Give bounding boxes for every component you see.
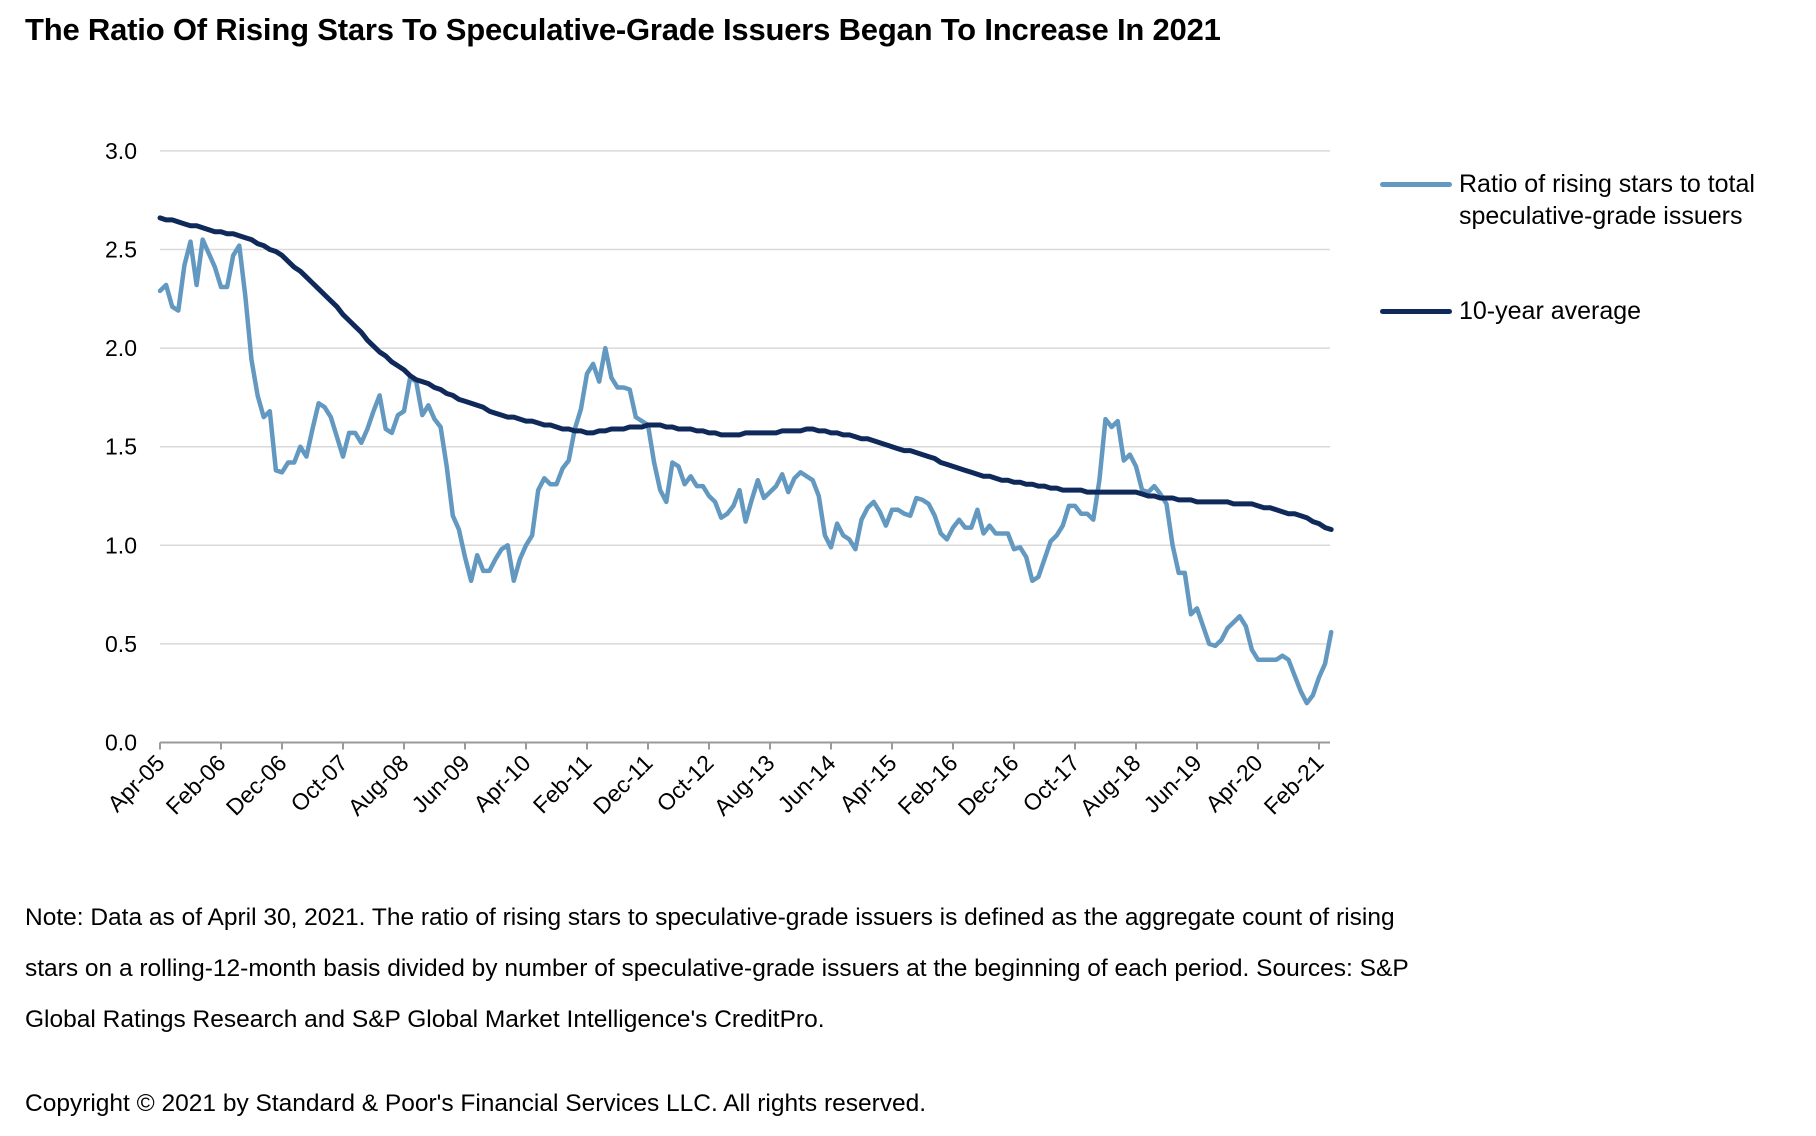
y-tick-label: 1.0 bbox=[105, 532, 137, 558]
legend-label-ratio: Ratio of rising stars to total speculati… bbox=[1459, 170, 1755, 230]
x-tick-label: Apr-15 bbox=[834, 750, 901, 817]
x-tick-label: Feb-06 bbox=[161, 750, 231, 820]
x-tick-label: Dec-16 bbox=[953, 750, 1024, 821]
line-chart: 0.0 0.5 1.0 1.5 2.0 2.5 3.0 Apr-05Feb-06Dec-06… bbox=[102, 138, 1334, 821]
x-tick-label: Apr-10 bbox=[468, 750, 535, 817]
x-tick-label: Jun-09 bbox=[406, 750, 474, 818]
y-tick-label: 1.5 bbox=[105, 434, 137, 460]
x-tick-label: Oct-17 bbox=[1017, 750, 1084, 817]
x-tick-label: Dec-06 bbox=[221, 750, 292, 821]
gridlines bbox=[160, 150, 1330, 645]
x-tick-label: Dec-11 bbox=[588, 750, 658, 820]
x-tick-label: Jun-14 bbox=[772, 750, 840, 818]
x-tick-label: Apr-05 bbox=[102, 750, 169, 817]
x-tick-label: Feb-21 bbox=[1259, 750, 1329, 820]
x-tick-label: Oct-07 bbox=[285, 750, 352, 817]
y-tick-label: 2.5 bbox=[105, 237, 137, 263]
x-tick-label: Aug-18 bbox=[1075, 750, 1146, 821]
x-tick-label: Feb-11 bbox=[528, 750, 597, 819]
y-tick-label: 2.0 bbox=[105, 335, 137, 361]
y-tick-label: 0.5 bbox=[105, 631, 137, 657]
x-tick-label: Apr-20 bbox=[1200, 750, 1267, 817]
series-line-ratio bbox=[157, 237, 1334, 706]
series-line-10-year-average bbox=[157, 215, 1334, 532]
x-tick-label: Oct-12 bbox=[651, 750, 718, 817]
legend-swatch-average bbox=[1380, 309, 1452, 314]
chart-note: Note: Data as of April 30, 2021. The rat… bbox=[25, 904, 1409, 1033]
y-axis-tick-labels: 0.0 0.5 1.0 1.5 2.0 2.5 3.0 bbox=[105, 138, 137, 756]
chart-title: The Ratio Of Rising Stars To Speculative… bbox=[25, 12, 1221, 47]
x-axis: Apr-05Feb-06Dec-06Oct-07Aug-08Jun-09Apr-… bbox=[102, 741, 1330, 821]
y-tick-label: 0.0 bbox=[105, 730, 137, 756]
x-tick-label: Feb-16 bbox=[893, 750, 963, 820]
x-tick-label: Aug-13 bbox=[709, 750, 780, 821]
series-lines bbox=[157, 215, 1334, 706]
copyright-notice: Copyright © 2021 by Standard & Poor's Fi… bbox=[25, 1090, 927, 1117]
legend-label-average: 10-year average bbox=[1459, 297, 1642, 325]
legend-swatch-ratio bbox=[1380, 182, 1452, 187]
x-tick-label: Jun-19 bbox=[1138, 750, 1206, 818]
x-tick-label: Aug-08 bbox=[343, 750, 414, 821]
y-tick-label: 3.0 bbox=[105, 138, 137, 164]
